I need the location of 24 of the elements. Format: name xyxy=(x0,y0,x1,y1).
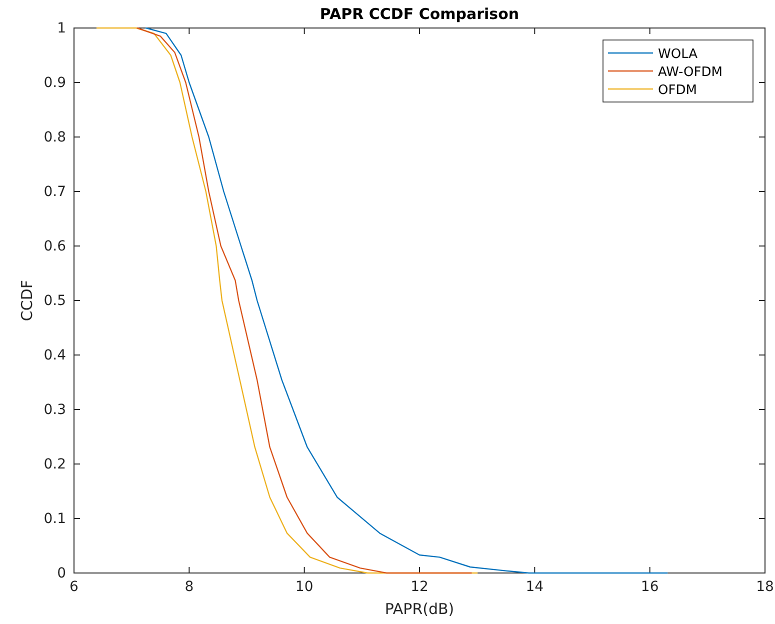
x-tick-label: 14 xyxy=(526,578,544,595)
x-tick-label: 16 xyxy=(640,578,659,595)
y-tick-label: 0.8 xyxy=(44,129,66,146)
x-axis-title: PAPR(dB) xyxy=(384,600,454,618)
y-tick-label: 0.1 xyxy=(44,510,66,527)
x-tick-label: 6 xyxy=(70,578,79,595)
legend-label: WOLA xyxy=(658,47,698,62)
y-tick-label: 0.2 xyxy=(44,456,66,472)
y-tick-label: 0.9 xyxy=(44,74,66,91)
x-tick-label: 10 xyxy=(295,578,314,595)
y-tick-label: 0.6 xyxy=(44,238,66,254)
y-tick-label: 0 xyxy=(57,565,66,582)
x-tick-label: 8 xyxy=(184,578,194,595)
chart-title: PAPR CCDF Comparison xyxy=(320,5,520,23)
y-tick-label: 0.7 xyxy=(44,184,66,200)
y-tick-label: 0.5 xyxy=(44,292,66,309)
y-tick-label: 0.3 xyxy=(44,402,66,418)
y-axis-title: CCDF xyxy=(18,280,36,322)
x-tick-label: 18 xyxy=(756,578,774,595)
y-tick-label: 0.4 xyxy=(44,347,66,364)
legend-label: OFDM xyxy=(658,83,697,98)
x-tick-label: 12 xyxy=(410,578,428,595)
y-tick-label: 1 xyxy=(57,20,66,36)
legend-label: AW-OFDM xyxy=(658,65,722,80)
